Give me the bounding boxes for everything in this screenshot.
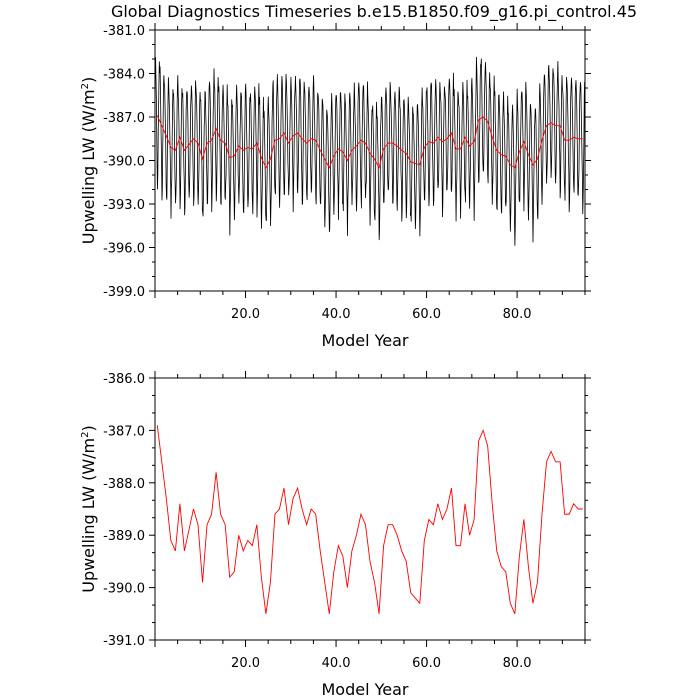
y-tick-label: -393.0 [103, 198, 145, 213]
series-group [156, 425, 583, 614]
plot-frame [154, 377, 586, 641]
series-line-annual [156, 115, 583, 170]
y-axis-label: Upwelling LW (W/m2) [79, 425, 98, 593]
y-tick-label: -399.0 [103, 285, 145, 300]
x-tick-label: 20.0 [231, 307, 260, 322]
y-tick-label: -384.0 [103, 68, 145, 83]
x-tick-label: 40.0 [322, 656, 351, 671]
y-tick-label: -381.0 [103, 24, 145, 39]
series-line-annual [156, 425, 583, 614]
series-line-monthly [155, 56, 585, 246]
y-tick-label: -389.0 [103, 529, 145, 544]
y-tick-label: -386.0 [103, 372, 145, 387]
x-axis-label: Model Year [322, 331, 409, 350]
x-tick-label: 40.0 [322, 307, 351, 322]
y-tick-label: -396.0 [103, 242, 145, 257]
x-tick-label: 80.0 [503, 307, 532, 322]
x-tick-label: 60.0 [412, 307, 441, 322]
y-tick-label: -387.0 [103, 424, 145, 439]
bottom-panel: -386.0 -387.0 -388.0 -389.0 -390.0 -391.0 20.0… [79, 371, 591, 699]
x-tick-label: 60.0 [412, 656, 441, 671]
top-panel: -381.0 -384.0 -387.0 -390.0 -393.0 -396.0 -399… [79, 23, 591, 350]
series-group [155, 56, 585, 246]
y-tick-label: -388.0 [103, 477, 145, 492]
y-tick-label: -390.0 [103, 582, 145, 597]
x-tick-label: 20.0 [231, 656, 260, 671]
x-axis-label: Model Year [322, 680, 409, 699]
y-axis-label: Upwelling LW (W/m2) [79, 77, 98, 245]
y-tick-label: -390.0 [103, 155, 145, 170]
figure-title: Global Diagnostics Timeseries b.e15.B185… [111, 2, 637, 22]
y-tick-label: -387.0 [103, 111, 145, 126]
y-tick-label: -391.0 [103, 634, 145, 649]
x-tick-label: 80.0 [503, 656, 532, 671]
